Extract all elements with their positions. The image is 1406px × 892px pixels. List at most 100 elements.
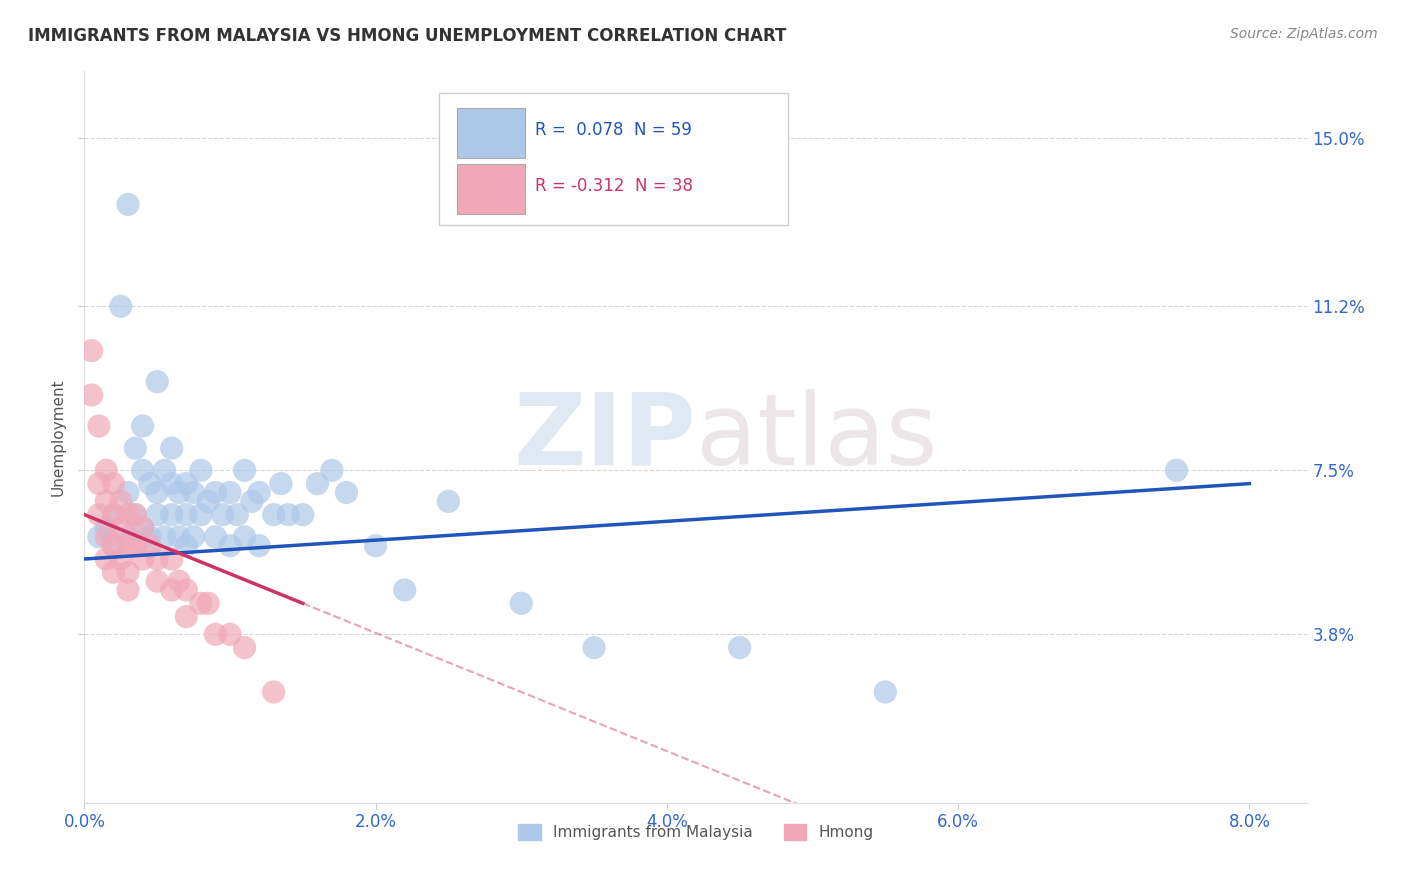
Point (174, 609, 197, 624)
Point (583, 640, 606, 655)
Legend: Immigrants from Malaysia, Hmong: Immigrants from Malaysia, Hmong (512, 818, 880, 847)
Text: atlas: atlas (696, 389, 938, 485)
Point (146, 375, 169, 389)
Point (117, 485, 139, 500)
Text: Source: ZipAtlas.com: Source: ZipAtlas.com (1230, 27, 1378, 41)
Point (96, 521, 118, 535)
Point (131, 463, 153, 477)
Point (321, 463, 343, 477)
FancyBboxPatch shape (457, 108, 524, 158)
Point (226, 508, 249, 522)
Point (87, 530, 110, 544)
Point (233, 530, 256, 544)
Point (167, 485, 190, 500)
Point (96, 494, 118, 508)
Point (263, 508, 285, 522)
Point (394, 582, 416, 597)
Point (153, 530, 176, 544)
Point (103, 539, 125, 553)
Text: ZIP: ZIP (513, 389, 696, 485)
Point (197, 596, 219, 610)
Point (80, 388, 103, 402)
Point (124, 508, 146, 522)
FancyBboxPatch shape (457, 164, 524, 214)
Point (103, 476, 125, 491)
Point (103, 566, 125, 580)
Point (247, 485, 270, 500)
Point (146, 574, 169, 589)
Point (335, 485, 357, 500)
Point (219, 627, 242, 641)
Point (204, 627, 226, 641)
Point (167, 530, 190, 544)
Point (117, 197, 139, 211)
Point (233, 463, 256, 477)
Point (139, 530, 162, 544)
Point (117, 530, 139, 544)
Point (96, 463, 118, 477)
Point (153, 463, 176, 477)
Point (240, 494, 263, 508)
Point (110, 552, 132, 566)
Y-axis label: Unemployment: Unemployment (51, 378, 66, 496)
Point (131, 552, 153, 566)
Point (110, 521, 132, 535)
Point (277, 508, 299, 522)
Point (197, 494, 219, 508)
Point (117, 582, 139, 597)
Point (103, 539, 125, 553)
Point (146, 508, 169, 522)
Point (174, 508, 197, 522)
Point (103, 508, 125, 522)
Point (204, 485, 226, 500)
Point (124, 441, 146, 455)
Point (174, 476, 197, 491)
Point (183, 530, 205, 544)
Point (174, 582, 197, 597)
Point (364, 539, 387, 553)
FancyBboxPatch shape (439, 94, 787, 225)
Point (728, 640, 751, 655)
Text: IMMIGRANTS FROM MALAYSIA VS HMONG UNEMPLOYMENT CORRELATION CHART: IMMIGRANTS FROM MALAYSIA VS HMONG UNEMPL… (28, 27, 786, 45)
Point (131, 521, 153, 535)
Point (233, 640, 256, 655)
Point (307, 476, 329, 491)
Point (510, 596, 533, 610)
Point (139, 476, 162, 491)
Point (110, 299, 132, 313)
Point (87, 419, 110, 434)
Point (96, 530, 118, 544)
Point (183, 485, 205, 500)
Point (190, 596, 212, 610)
Point (270, 476, 292, 491)
Point (160, 552, 183, 566)
Point (190, 508, 212, 522)
Point (139, 539, 162, 553)
Point (219, 485, 242, 500)
Point (263, 685, 285, 699)
Point (211, 508, 233, 522)
Text: R =  0.078  N = 59: R = 0.078 N = 59 (534, 121, 692, 139)
Point (146, 485, 169, 500)
Point (131, 419, 153, 434)
Point (160, 582, 183, 597)
Point (437, 494, 460, 508)
Point (174, 539, 197, 553)
Point (87, 476, 110, 491)
Point (117, 508, 139, 522)
Point (247, 539, 270, 553)
Point (1166, 463, 1188, 477)
Text: R = -0.312  N = 38: R = -0.312 N = 38 (534, 178, 693, 195)
Point (190, 463, 212, 477)
Point (204, 530, 226, 544)
Point (160, 441, 183, 455)
Point (160, 476, 183, 491)
Point (110, 494, 132, 508)
Point (103, 508, 125, 522)
Point (219, 539, 242, 553)
Point (117, 566, 139, 580)
Point (117, 539, 139, 553)
Point (131, 521, 153, 535)
Point (124, 508, 146, 522)
Point (96, 552, 118, 566)
